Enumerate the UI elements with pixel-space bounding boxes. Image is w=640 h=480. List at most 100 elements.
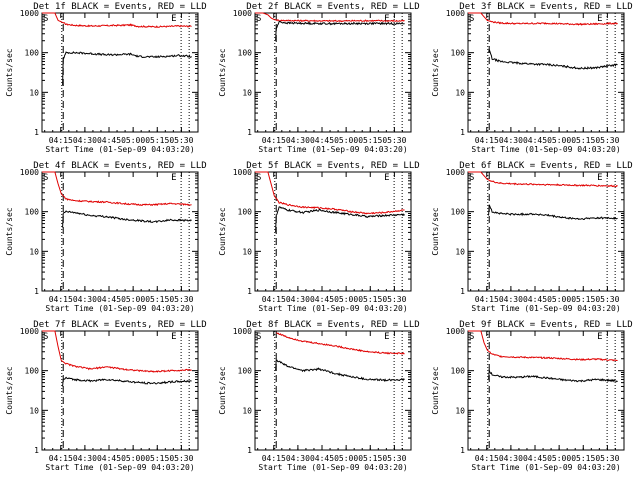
y-axis-label: Counts/sec (218, 48, 227, 96)
x-tick-label: 05:30 (595, 454, 619, 463)
panel-title: Det 9f BLACK = Events, RED = LLD (459, 320, 632, 330)
y-axis-label: Counts/sec (218, 207, 227, 255)
x-tick-label: 04:30 (73, 136, 97, 145)
x-tick-label: 04:45 (97, 136, 121, 145)
plot-frame (467, 12, 625, 133)
x-tick-label: 05:00 (121, 136, 145, 145)
x-tick-label: 05:15 (145, 454, 169, 463)
detector-panel-8: Det 8f BLACK = Events, RED = LLD 1 10 100 10… (218, 320, 420, 472)
lld-series-line (276, 332, 405, 355)
x-tick-label: 04:15 (475, 454, 499, 463)
y-axis-label: Counts/sec (218, 366, 227, 414)
x-axis-label: Start Time (01-Sep-09 04:03:20) (471, 145, 620, 154)
x-tick-label: 05:00 (334, 136, 358, 145)
detector-panel-2: Det 2f BLACK = Events, RED = LLD 1 10 100 10… (218, 2, 420, 154)
x-tick-label: 04:15 (262, 295, 286, 304)
lld-series-line (468, 12, 618, 26)
x-tick-label: 04:15 (49, 454, 73, 463)
x-tick-label: 05:00 (334, 454, 358, 463)
y-tick-label: 100 (238, 49, 253, 58)
x-axis-label: Start Time (01-Sep-09 04:03:20) (471, 304, 620, 313)
x-tick-label: 05:00 (121, 295, 145, 304)
x-tick-label: 04:30 (286, 136, 310, 145)
y-tick-label: 10 (29, 88, 39, 97)
s-marker-label: S (469, 173, 474, 183)
x-tick-label: 04:15 (262, 136, 286, 145)
panel-title: Det 1f BLACK = Events, RED = LLD (33, 2, 206, 12)
x-tick-label: 05:15 (571, 454, 595, 463)
x-axis-label: Start Time (01-Sep-09 04:03:20) (45, 463, 194, 472)
y-tick-label: 10 (242, 406, 252, 415)
detector-panel-1: Det 1f BLACK = Events, RED = LLD 1 10 100 10… (5, 2, 207, 154)
x-tick-label: 05:30 (169, 454, 193, 463)
y-tick-label: 1 (460, 446, 465, 455)
y-tick-label: 1000 (20, 9, 39, 18)
x-tick-label: 04:30 (73, 454, 97, 463)
panel-title: Det 7f BLACK = Events, RED = LLD (33, 320, 206, 330)
x-axis-label: Start Time (01-Sep-09 04:03:20) (45, 304, 194, 313)
e-marker-label: E (597, 332, 602, 342)
y-tick-label: 1 (34, 287, 39, 296)
lld-series-line (42, 12, 192, 29)
x-tick-label: 04:30 (286, 295, 310, 304)
x-axis-label: Start Time (01-Sep-09 04:03:20) (258, 463, 407, 472)
x-tick-label: 05:15 (145, 136, 169, 145)
plot-frame (467, 171, 625, 292)
y-tick-label: 100 (451, 49, 466, 58)
x-tick-label: 04:30 (499, 295, 523, 304)
detector-panel-5: Det 5f BLACK = Events, RED = LLD 1 10 100 10… (218, 161, 420, 313)
e-marker-label: E (171, 173, 176, 183)
y-tick-label: 1000 (233, 327, 252, 336)
panel-title: Det 6f BLACK = Events, RED = LLD (459, 161, 632, 171)
x-tick-label: 05:00 (121, 454, 145, 463)
events-series-line (488, 368, 618, 383)
panel-title: Det 5f BLACK = Events, RED = LLD (246, 161, 419, 171)
e-marker-label: E (597, 173, 602, 183)
y-tick-label: 100 (451, 208, 466, 217)
events-series-line (62, 51, 192, 86)
y-tick-label: 100 (25, 367, 40, 376)
x-tick-label: 05:30 (382, 136, 406, 145)
x-tick-label: 05:15 (358, 454, 382, 463)
x-tick-label: 04:45 (310, 454, 334, 463)
y-tick-label: 1 (34, 446, 39, 455)
detector-panel-4: Det 4f BLACK = Events, RED = LLD 1 10 100 10… (5, 161, 207, 313)
events-series-line (62, 210, 192, 228)
x-tick-label: 05:30 (595, 136, 619, 145)
x-tick-label: 05:00 (547, 136, 571, 145)
x-tick-label: 04:15 (475, 136, 499, 145)
y-tick-label: 10 (29, 247, 39, 256)
plot-frame (254, 12, 412, 133)
x-tick-label: 04:45 (97, 295, 121, 304)
detector-panel-9: Det 9f BLACK = Events, RED = LLD 1 10 100 10… (431, 320, 633, 472)
x-axis-label: Start Time (01-Sep-09 04:03:20) (258, 304, 407, 313)
x-tick-label: 04:15 (49, 136, 73, 145)
s-marker-label: S (256, 173, 261, 183)
panel-title: Det 4f BLACK = Events, RED = LLD (33, 161, 206, 171)
x-tick-label: 04:45 (310, 295, 334, 304)
panel-title: Det 2f BLACK = Events, RED = LLD (246, 2, 419, 12)
y-tick-label: 10 (29, 406, 39, 415)
y-tick-label: 100 (25, 208, 40, 217)
y-tick-label: 1 (460, 128, 465, 137)
lld-series-line (255, 171, 405, 215)
y-tick-label: 100 (25, 49, 40, 58)
x-tick-label: 04:45 (523, 295, 547, 304)
y-axis-label: Counts/sec (431, 366, 440, 414)
x-tick-label: 05:15 (358, 295, 382, 304)
x-tick-label: 05:00 (334, 295, 358, 304)
y-tick-label: 1 (247, 446, 252, 455)
y-tick-label: 1000 (20, 168, 39, 177)
detector-panel-7: Det 7f BLACK = Events, RED = LLD 1 10 100 10… (5, 320, 207, 472)
e-marker-label: E (171, 14, 176, 24)
x-tick-label: 05:15 (358, 136, 382, 145)
x-tick-label: 05:15 (571, 295, 595, 304)
e-marker-label: E (384, 14, 389, 24)
x-tick-label: 05:30 (169, 295, 193, 304)
events-series-line (488, 204, 618, 220)
s-marker-label: S (469, 14, 474, 24)
y-axis-label: Counts/sec (431, 48, 440, 96)
s-marker-label: S (43, 332, 48, 342)
s-marker-label: S (256, 14, 261, 24)
x-tick-label: 04:30 (286, 454, 310, 463)
